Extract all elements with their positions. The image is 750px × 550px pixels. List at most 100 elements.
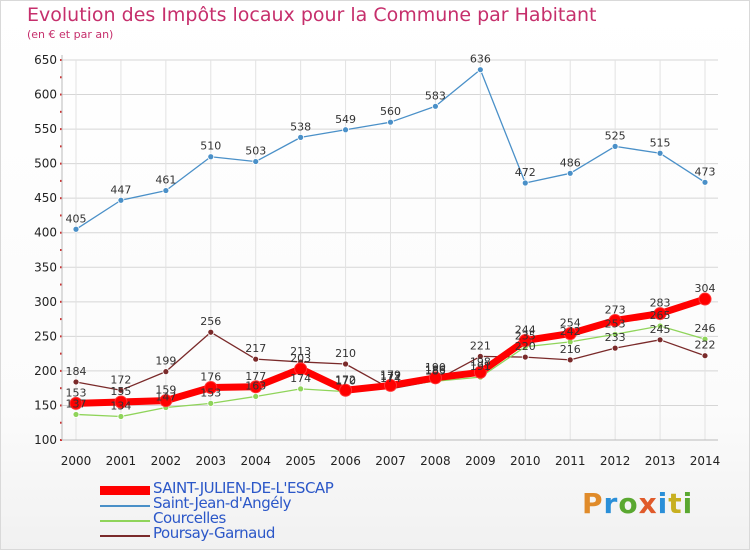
data-point [207,399,215,407]
x-tick-label: 2009 [465,454,496,468]
y-minor-tick [60,231,62,234]
data-label: 174 [380,372,401,385]
data-point [701,335,709,343]
data-point [162,187,170,194]
data-point [387,118,394,126]
y-minor-tick [60,59,62,61]
data-label: 273 [605,303,626,316]
y-minor-tick [60,300,62,303]
x-tick-label: 2004 [240,454,271,468]
data-point [117,196,125,204]
data-point [117,386,125,394]
data-label: 503 [245,145,266,158]
x-tick-label: 2012 [600,454,631,468]
data-label: 583 [425,89,446,102]
data-label: 304 [695,282,716,295]
legend-label: Courcelles [153,509,226,527]
data-label: 170 [335,375,356,388]
data-label: 177 [245,370,266,383]
data-label: 254 [560,317,581,330]
data-label: 283 [650,297,671,310]
data-point [563,327,577,341]
y-tick-label: 100 [34,433,57,447]
data-label: 172 [110,373,131,386]
data-point [476,352,484,360]
data-point [72,225,80,233]
data-point [69,396,83,410]
data-point [701,352,709,360]
data-label: 486 [560,156,581,169]
y-minor-tick [60,110,62,113]
data-label: 210 [335,347,356,360]
data-label: 405 [66,212,87,225]
y-tick-label: 250 [34,329,57,343]
data-label: 221 [470,339,491,352]
data-point [207,328,215,336]
data-label: 525 [605,129,626,142]
data-label: 473 [695,165,716,178]
x-tick-label: 2007 [375,454,406,468]
data-point [608,313,622,327]
data-label: 147 [155,391,176,404]
data-label: 186 [425,364,446,377]
y-tick-label: 650 [34,53,57,67]
data-label: 222 [695,339,716,352]
y-tick-label: 150 [34,398,57,412]
logo-letter: i [657,487,669,520]
legend-swatch [100,486,150,495]
legend-swatch [100,535,150,537]
data-point [476,66,484,74]
x-tick-label: 2001 [106,454,137,468]
y-minor-tick [60,404,62,407]
data-label: 185 [425,364,446,377]
y-minor-tick [60,93,62,96]
y-minor-tick [60,128,62,131]
chart-subtitle: (en € et par an) [27,28,114,41]
data-point [518,334,532,348]
data-point [384,378,397,392]
data-label: 220 [515,340,536,353]
data-point [252,158,260,165]
data-label: 265 [650,309,671,322]
y-minor-tick [60,421,62,424]
x-tick-label: 2008 [420,454,451,468]
logo-letter: P [582,487,604,520]
data-label: 235 [515,330,536,343]
data-point [428,371,442,385]
data-label: 538 [290,120,311,133]
data-point [473,365,487,379]
y-tick-label: 200 [34,364,57,378]
logo-letter: x [638,487,658,520]
y-tick-label: 400 [34,226,57,240]
data-point [611,330,619,338]
data-point [656,336,664,344]
data-label: 177 [380,370,401,383]
y-minor-tick [60,76,62,79]
legend-label: Poursay-Garnaud [153,524,275,542]
y-tick-label: 600 [34,88,57,102]
y-minor-tick [60,335,62,338]
data-label: 153 [200,386,221,399]
data-point [117,413,125,420]
data-label: 137 [66,397,87,410]
data-point [72,411,80,418]
data-point [611,344,619,352]
data-label: 172 [335,373,356,386]
data-point [342,126,349,134]
data-label: 447 [110,183,131,196]
data-label: 515 [650,136,671,149]
data-point [297,385,305,393]
data-label: 191 [470,360,491,373]
data-point [249,380,263,394]
y-minor-tick [60,249,62,251]
data-label: 245 [650,323,671,336]
data-label: 199 [155,355,176,368]
logo-letter: i [682,487,694,520]
y-minor-tick [60,179,62,182]
data-label: 190 [425,361,446,374]
data-point [656,149,664,157]
logo-letter: r [603,487,619,520]
data-label: 198 [470,355,491,368]
